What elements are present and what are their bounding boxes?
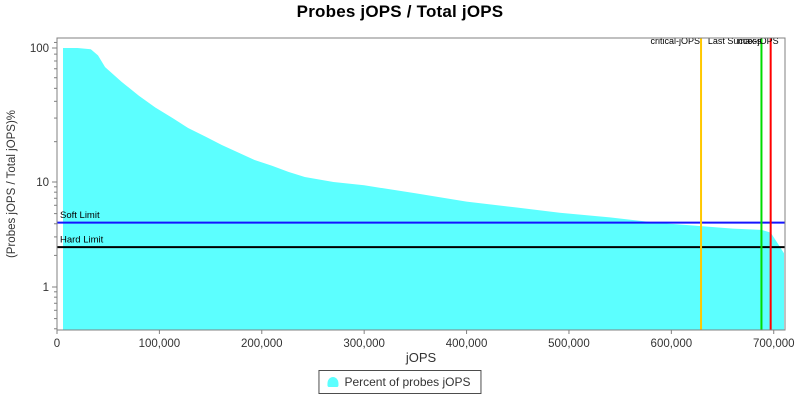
area-series-icon bbox=[327, 377, 339, 387]
soft-limit-label: Soft Limit bbox=[60, 210, 100, 221]
probes-area-series bbox=[63, 48, 784, 330]
critical-jops-label: critical-jOPS bbox=[651, 36, 701, 46]
x-tick-label: 400,000 bbox=[446, 338, 488, 350]
x-tick-label: 500,000 bbox=[548, 338, 590, 350]
x-tick-label: 600,000 bbox=[651, 338, 693, 350]
y-tick-label: 100 bbox=[30, 43, 49, 55]
x-tick-label: 300,000 bbox=[343, 338, 385, 350]
x-tick-label: 700,000 bbox=[753, 338, 795, 350]
legend-label: Percent of probes jOPS bbox=[344, 375, 471, 389]
y-tick-label: 10 bbox=[36, 177, 49, 189]
hard-limit-label: Hard Limit bbox=[60, 235, 104, 246]
x-tick-label: 0 bbox=[54, 338, 60, 350]
y-axis-title: (Probes jOPS / Total jOPS)% bbox=[6, 110, 18, 258]
x-axis-title: jOPS bbox=[405, 350, 437, 365]
x-tick-label: 100,000 bbox=[139, 338, 181, 350]
max-jops-label: max-jOPS bbox=[738, 36, 779, 46]
plot-border bbox=[56, 37, 786, 331]
legend-box: Percent of probes jOPS bbox=[318, 370, 482, 394]
y-tick-label: 1 bbox=[43, 282, 49, 294]
x-tick-label: 200,000 bbox=[241, 338, 283, 350]
chart-title: Probes jOPS / Total jOPS bbox=[296, 2, 504, 21]
last-success-label: Last Success bbox=[708, 36, 762, 46]
